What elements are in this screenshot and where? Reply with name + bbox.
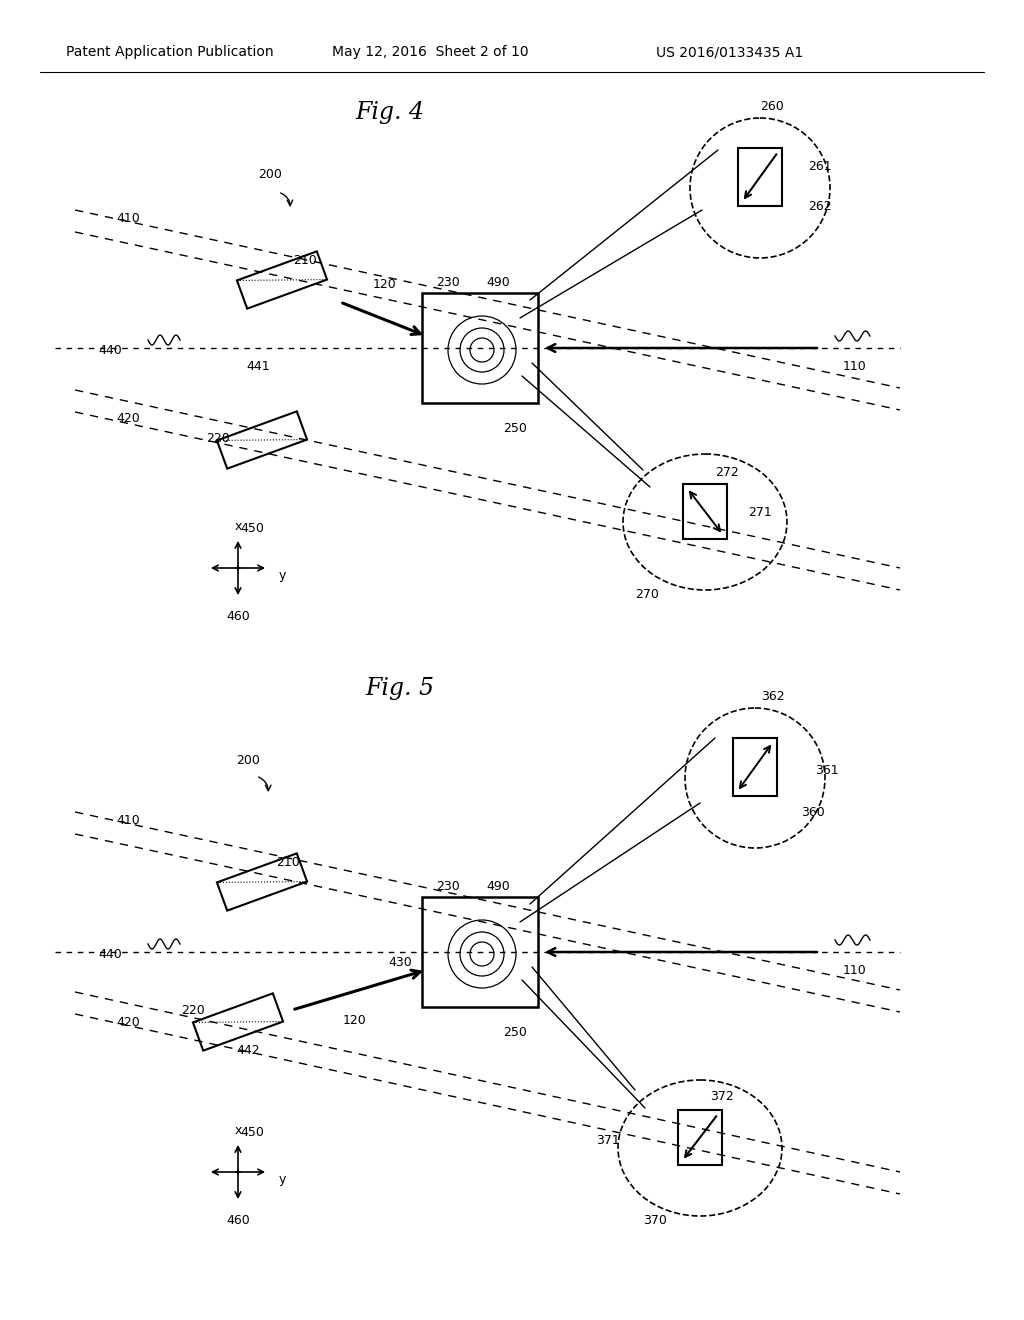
Text: 490: 490 <box>486 880 510 894</box>
Text: 450: 450 <box>240 1126 264 1138</box>
Bar <box>738 148 782 206</box>
Text: 420: 420 <box>116 1015 140 1028</box>
Text: 490: 490 <box>486 276 510 289</box>
Polygon shape <box>237 251 327 309</box>
Text: 271: 271 <box>749 506 772 519</box>
Text: 460: 460 <box>226 1213 250 1226</box>
Text: y: y <box>279 1173 286 1187</box>
Text: US 2016/0133435 A1: US 2016/0133435 A1 <box>656 45 804 59</box>
Text: 371: 371 <box>596 1134 620 1147</box>
Bar <box>683 484 727 539</box>
Text: 362: 362 <box>761 689 784 702</box>
Text: 272: 272 <box>715 466 739 479</box>
Text: Fig. 5: Fig. 5 <box>366 676 434 700</box>
Text: 210: 210 <box>293 253 316 267</box>
Text: 361: 361 <box>815 763 839 776</box>
Text: 120: 120 <box>343 1014 367 1027</box>
Text: Patent Application Publication: Patent Application Publication <box>67 45 273 59</box>
Text: 250: 250 <box>503 421 527 434</box>
Text: 441: 441 <box>246 359 269 372</box>
Text: 410: 410 <box>116 211 140 224</box>
Text: 110: 110 <box>843 359 867 372</box>
Text: 210: 210 <box>276 855 300 869</box>
Polygon shape <box>217 412 307 469</box>
Text: May 12, 2016  Sheet 2 of 10: May 12, 2016 Sheet 2 of 10 <box>332 45 528 59</box>
Text: Fig. 4: Fig. 4 <box>355 100 425 124</box>
Text: 440: 440 <box>98 948 122 961</box>
Text: 261: 261 <box>808 160 831 173</box>
Text: 420: 420 <box>116 412 140 425</box>
Text: 120: 120 <box>373 279 397 292</box>
Text: 110: 110 <box>843 964 867 977</box>
Text: 200: 200 <box>237 754 260 767</box>
Text: 360: 360 <box>801 807 825 820</box>
Text: 450: 450 <box>240 521 264 535</box>
Bar <box>678 1110 722 1166</box>
Polygon shape <box>193 994 283 1051</box>
Text: 460: 460 <box>226 610 250 623</box>
Text: 410: 410 <box>116 813 140 826</box>
Bar <box>733 738 777 796</box>
Bar <box>422 898 538 1007</box>
Text: 262: 262 <box>808 199 831 213</box>
Text: 372: 372 <box>710 1089 734 1102</box>
Text: x: x <box>234 1123 242 1137</box>
Text: 270: 270 <box>635 587 658 601</box>
Text: x: x <box>234 520 242 532</box>
Text: 442: 442 <box>237 1044 260 1056</box>
Text: y: y <box>279 569 286 582</box>
Text: 230: 230 <box>436 276 460 289</box>
Text: 430: 430 <box>388 956 412 969</box>
Text: 220: 220 <box>181 1003 205 1016</box>
Text: 440: 440 <box>98 343 122 356</box>
Bar <box>422 293 538 403</box>
Text: 260: 260 <box>760 99 784 112</box>
Text: 220: 220 <box>206 432 229 445</box>
Polygon shape <box>217 853 307 911</box>
Text: 200: 200 <box>258 169 282 181</box>
Text: 250: 250 <box>503 1026 527 1039</box>
Text: 230: 230 <box>436 880 460 894</box>
Text: 370: 370 <box>643 1213 667 1226</box>
